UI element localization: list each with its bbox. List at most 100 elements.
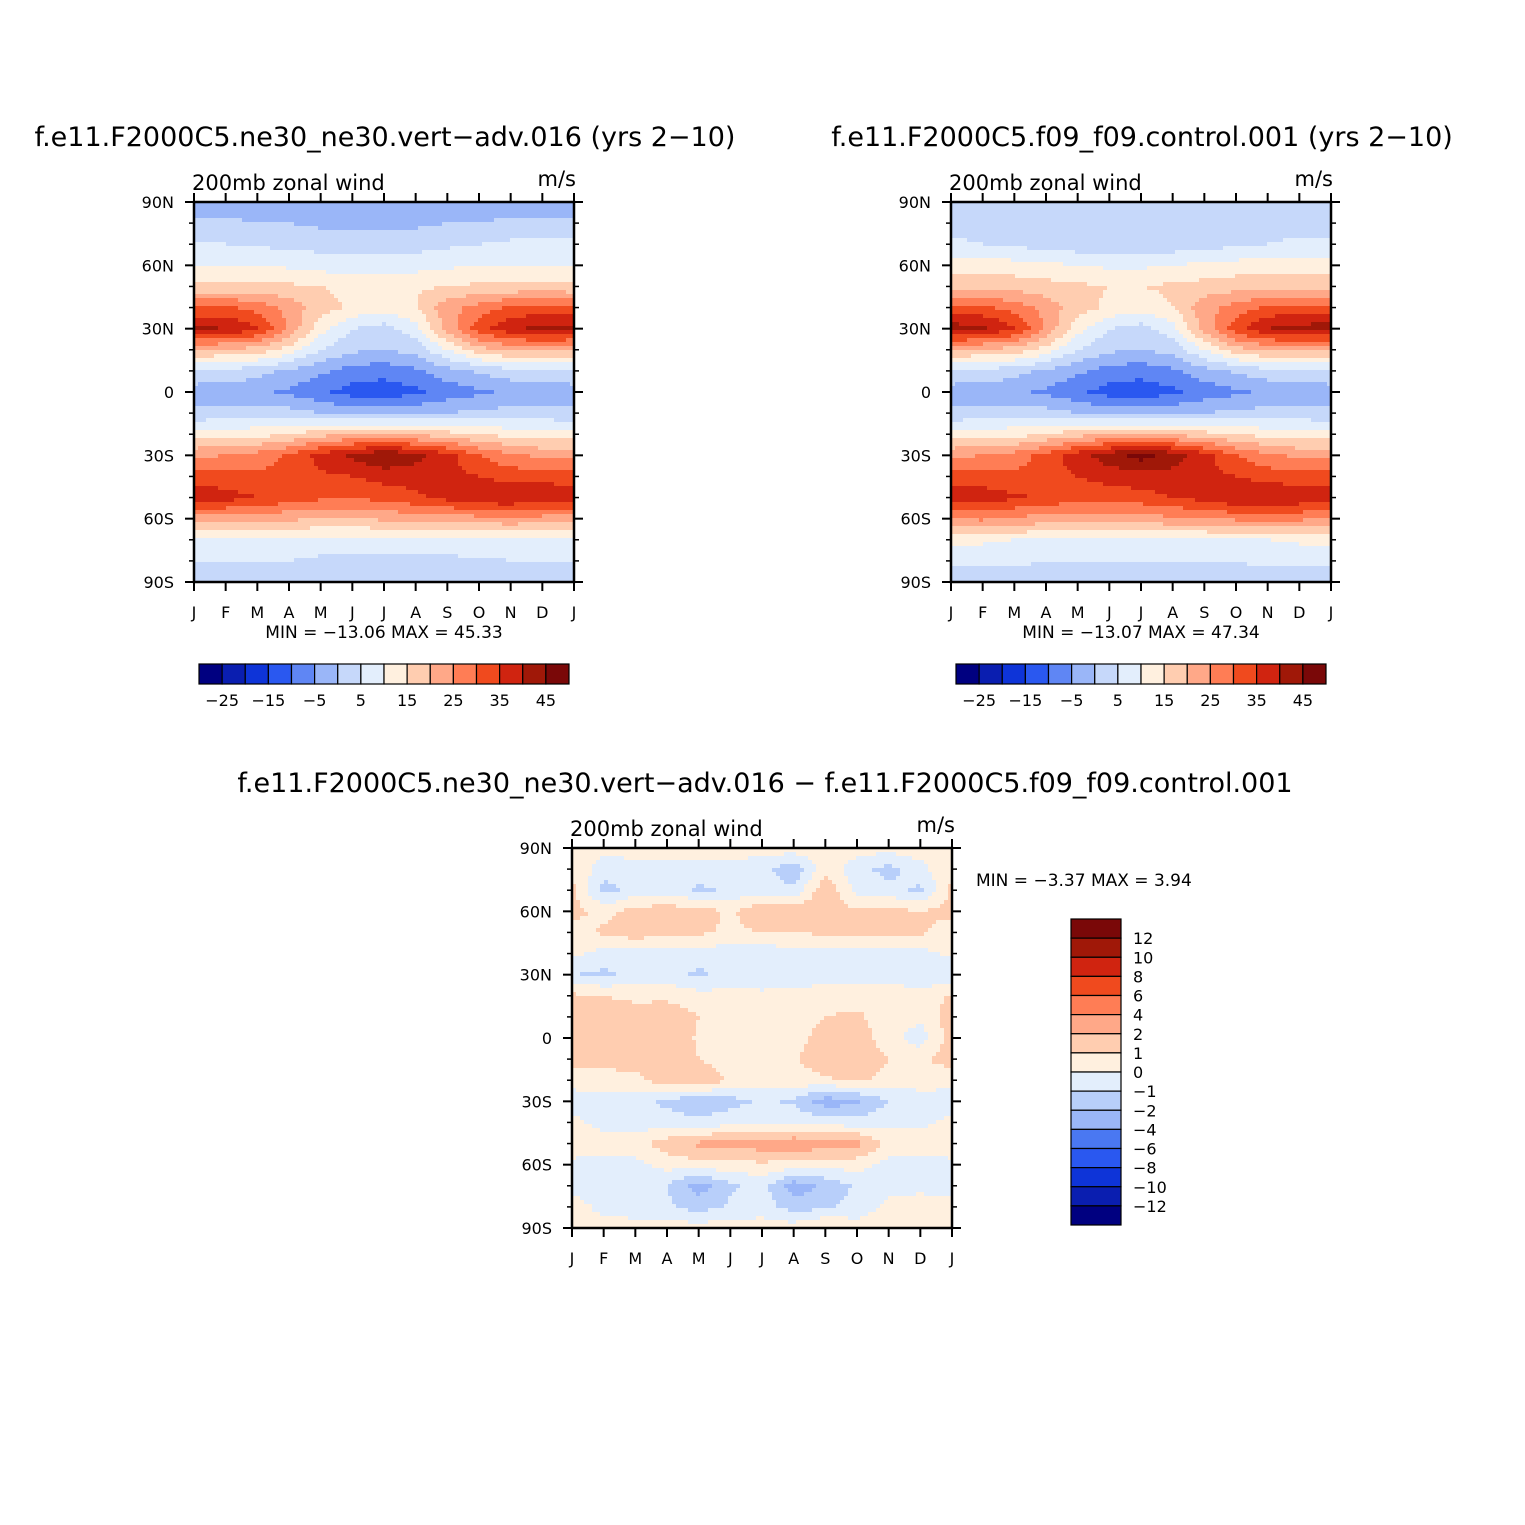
- contour-cell: [198, 446, 287, 451]
- contour-cell: [426, 358, 451, 363]
- contour-cell: [832, 1096, 881, 1101]
- x-tick-label: J: [948, 603, 954, 622]
- contour-cell: [844, 1124, 929, 1129]
- contour-cell: [1247, 334, 1332, 339]
- contour-cell: [498, 462, 575, 467]
- contour-cell: [1003, 378, 1068, 383]
- contour-cell: [796, 852, 877, 857]
- contour-cell: [294, 282, 471, 287]
- contour-cell: [318, 498, 371, 503]
- contour-cell: [1175, 442, 1216, 447]
- contour-cell: [410, 442, 459, 447]
- colorbar-label: −5: [1060, 691, 1084, 710]
- contour-cell: [214, 354, 283, 359]
- contour-cell: [258, 450, 299, 455]
- contour-cell: [438, 310, 463, 315]
- contour-cell: [358, 314, 399, 319]
- contour-cell: [418, 270, 575, 275]
- contour-cell: [314, 250, 423, 255]
- contour-cell: [951, 290, 1024, 295]
- contour-cell: [856, 856, 913, 861]
- contour-cell: [612, 916, 721, 921]
- contour-cell: [430, 350, 455, 355]
- contour-cell: [716, 924, 745, 929]
- contour-cell: [592, 1204, 677, 1209]
- contour-cell: [234, 498, 319, 503]
- contour-cell: [948, 1156, 953, 1161]
- contour-cell: [608, 920, 721, 925]
- contour-cell: [716, 1068, 813, 1073]
- contour-cell: [596, 948, 929, 953]
- contour-cell: [932, 872, 953, 877]
- contour-cell: [330, 450, 375, 455]
- colorbar-label: 25: [443, 691, 463, 710]
- contour-cell: [572, 1092, 809, 1097]
- contour-cell: [951, 342, 984, 347]
- colorbar-swatch: [1070, 1090, 1122, 1111]
- contour-cell: [498, 502, 515, 507]
- contour-cell: [1151, 326, 1176, 331]
- contour-cell: [788, 1208, 813, 1213]
- x-tick-label: J: [571, 603, 577, 622]
- x-tick-label: M: [692, 1249, 706, 1268]
- contour-cell: [402, 330, 423, 335]
- colorbar-swatch: [1070, 1128, 1122, 1150]
- contour-cell: [194, 394, 295, 399]
- contour-cell: [194, 214, 575, 219]
- contour-cell: [644, 936, 953, 941]
- colorbar-label: 5: [356, 691, 366, 710]
- contour-cell: [940, 1004, 953, 1009]
- contour-cell: [226, 506, 455, 511]
- contour-cell: [1051, 358, 1084, 363]
- x-tick-label: J: [759, 1249, 765, 1268]
- contour-cell: [584, 908, 625, 913]
- contour-cell: [596, 860, 813, 865]
- contour-cell: [696, 1024, 817, 1029]
- colorbar: −25 −15 −5 5 15 25 35 45: [955, 663, 1327, 710]
- contour-cell: [242, 218, 495, 223]
- contour-cell: [294, 350, 319, 355]
- contour-cell: [816, 1024, 869, 1029]
- contour-cell: [588, 888, 601, 893]
- contour-cell: [194, 282, 295, 287]
- contour-cell: [844, 900, 945, 905]
- contour-cell: [628, 1216, 757, 1221]
- colorbar-swatch: [1070, 956, 1122, 977]
- contour-cell: [580, 1196, 673, 1201]
- contour-cell: [1075, 474, 1236, 479]
- colorbar-label: −25: [205, 691, 239, 710]
- contour-cell: [740, 920, 937, 925]
- contour-cell: [510, 378, 575, 383]
- colorbar-swatch: [1117, 663, 1142, 685]
- x-tick-label: O: [1230, 603, 1243, 622]
- contour-cell: [1271, 326, 1332, 331]
- contour-cell: [246, 346, 283, 351]
- contour-cell: [1147, 286, 1332, 291]
- contour-cell: [572, 1208, 593, 1213]
- contour-cell: [672, 1200, 729, 1205]
- contour-cell: [1187, 322, 1200, 327]
- contour-cell: [572, 1008, 689, 1013]
- contour-cell: [572, 932, 601, 937]
- contour-cell: [450, 246, 575, 251]
- contour-cell: [1051, 450, 1080, 455]
- contour-cell: [314, 462, 367, 467]
- contour-cell: [772, 868, 805, 873]
- contour-cell: [716, 1168, 785, 1173]
- contour-cell: [410, 318, 427, 323]
- contour-cell: [1227, 334, 1248, 339]
- contour-cell: [458, 410, 575, 415]
- contour-cell: [1063, 454, 1092, 459]
- contour-cell: [1099, 306, 1176, 311]
- contour-cell: [306, 306, 343, 311]
- contour-cell: [194, 462, 275, 467]
- contour-cell: [438, 342, 455, 347]
- contour-cell: [936, 880, 953, 885]
- contour-cell: [434, 362, 471, 367]
- contour-cell: [442, 222, 575, 227]
- contour-cell: [1299, 542, 1332, 547]
- colorbar-swatch: [1070, 937, 1122, 958]
- contour-cell: [442, 346, 463, 351]
- contour-cell: [572, 1100, 657, 1105]
- contour-cell: [572, 1220, 689, 1225]
